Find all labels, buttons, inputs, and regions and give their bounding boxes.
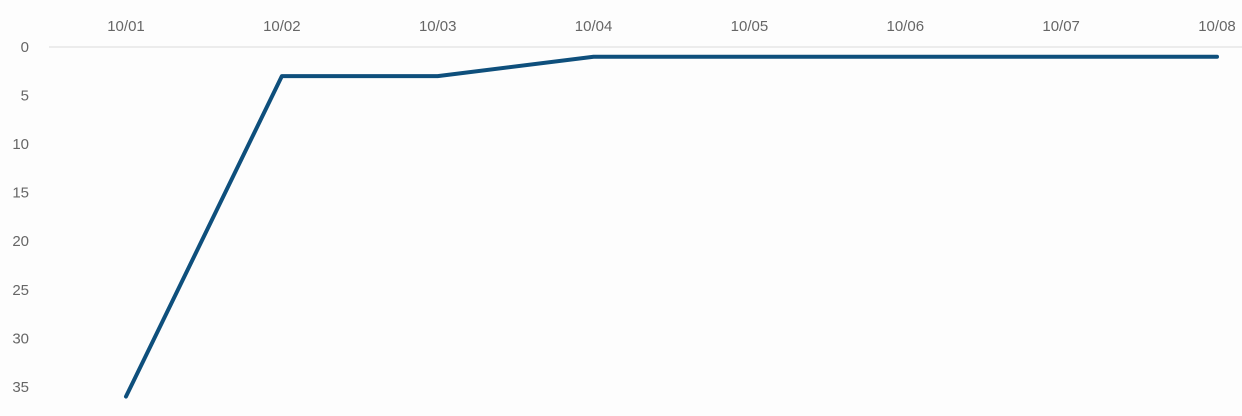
x-tick-label: 10/07 xyxy=(1042,18,1080,35)
y-tick-label: 15 xyxy=(12,185,29,202)
series-line xyxy=(124,54,1219,399)
y-tick-label: 25 xyxy=(12,282,29,299)
x-tick-label: 10/02 xyxy=(263,18,301,35)
x-tick-label: 10/01 xyxy=(107,18,145,35)
y-tick-label: 20 xyxy=(12,233,29,250)
x-tick-label: 10/05 xyxy=(731,18,769,35)
x-tick-label: 10/06 xyxy=(887,18,925,35)
y-tick-label: 30 xyxy=(12,330,29,347)
x-tick-label: 10/03 xyxy=(419,18,457,35)
y-tick-label: 0 xyxy=(21,39,29,56)
y-tick-label: 35 xyxy=(12,379,29,396)
y-tick-label: 10 xyxy=(12,136,29,153)
y-tick-label: 5 xyxy=(21,88,29,105)
x-tick-label: 10/04 xyxy=(575,18,613,35)
x-tick-label: 10/08 xyxy=(1198,18,1236,35)
